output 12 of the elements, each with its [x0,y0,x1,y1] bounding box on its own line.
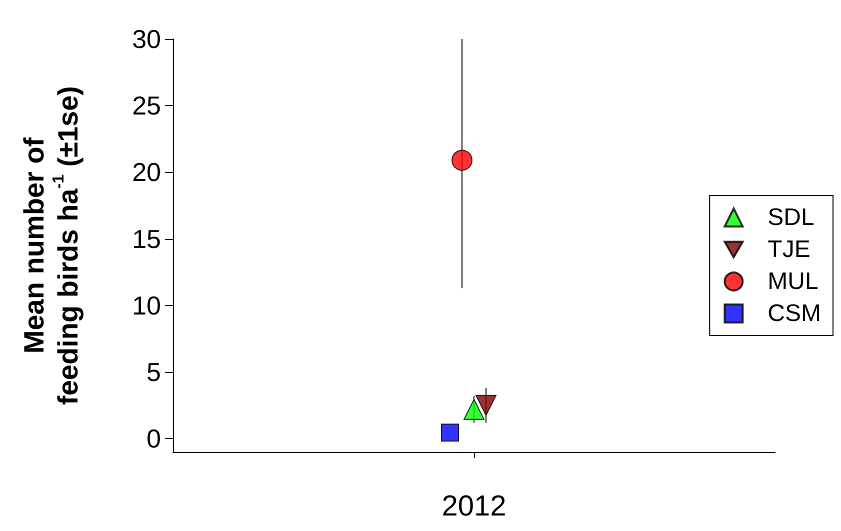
y-tick-label: 15 [132,224,161,254]
y-tick-label: 20 [132,157,161,188]
y-tick-label: 10 [132,290,161,320]
y-tick-label: 25 [132,90,161,121]
legend-label: TJE [768,236,810,263]
y-tick-label: 5 [146,357,161,388]
y-tick-label: 0 [146,424,161,454]
legend-label: SDL [768,204,814,231]
legend-label: CSM [768,300,822,327]
x-tick-label: 2012 [442,490,506,522]
legend-label: MUL [768,268,818,295]
y-tick-label: 30 [132,24,161,54]
